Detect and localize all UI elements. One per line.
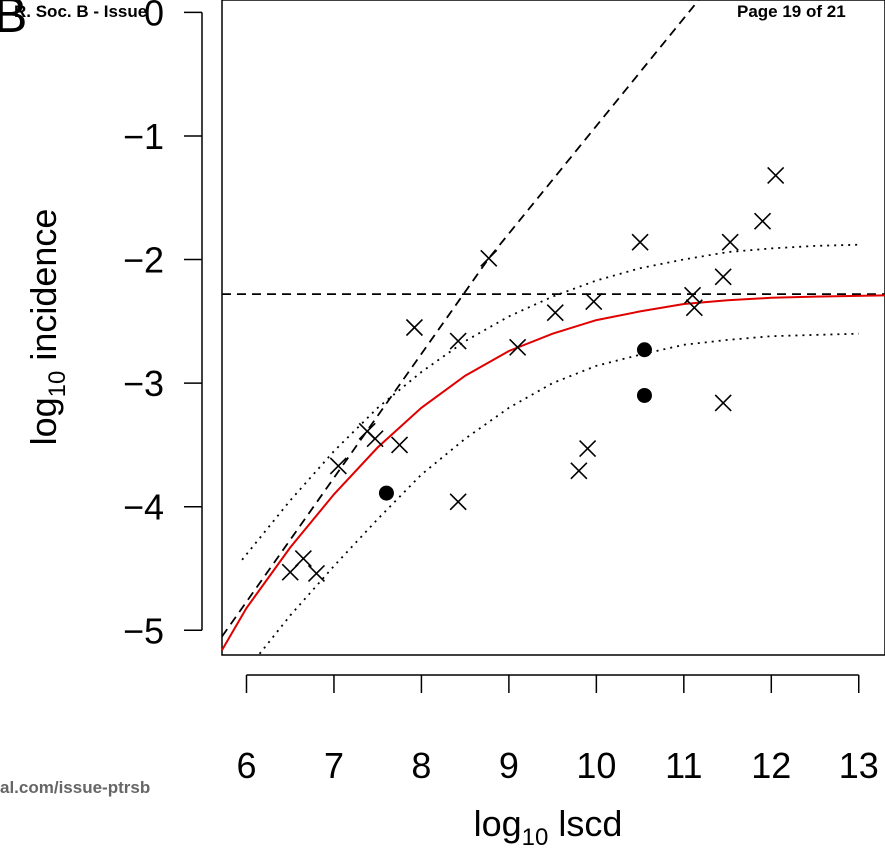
x-tick-label: 7 (324, 745, 344, 786)
panel-letter: B (0, 0, 28, 43)
x-axis-title: log10 lscd (474, 803, 623, 848)
cross-point (714, 394, 732, 412)
y-tick-label: −2 (123, 240, 164, 281)
y-tick-label: −1 (123, 116, 164, 157)
axes-layer: 6 7 8 9 10 11 12 13 0 −1 −2 −3 −4 −5 (123, 0, 879, 786)
y-tick-label: −5 (123, 610, 164, 651)
x-tick-label: 6 (236, 745, 256, 786)
x-tick-label: 10 (576, 745, 616, 786)
cross-point (281, 563, 299, 581)
lower-confidence-band (258, 332, 859, 655)
cross-point (546, 304, 564, 322)
cross-point (579, 440, 597, 458)
cross-point (390, 436, 409, 454)
cross-point (366, 430, 384, 448)
upper-confidence-band (241, 243, 859, 561)
footer-url: al.com/issue-ptrsb (0, 778, 151, 797)
cross-point (449, 493, 467, 511)
x-axis-title-sub: 10 (522, 824, 549, 848)
cross-point (509, 338, 527, 356)
filled-point (636, 342, 652, 358)
x-tick-label: 13 (839, 745, 879, 786)
cross-point (585, 292, 603, 311)
cross-point (329, 457, 347, 475)
x-axis-title-base: log (474, 803, 522, 844)
cross-point (631, 233, 649, 251)
y-axis-title-rest: incidence (23, 209, 64, 371)
diagonal-reference-line (221, 0, 700, 638)
y-tick-label: −3 (123, 363, 164, 404)
cross-point (307, 564, 326, 582)
cross-point (480, 249, 498, 267)
x-axis-title-rest: lscd (548, 803, 622, 844)
lines-layer (221, 0, 885, 655)
y-tick-label: −4 (123, 487, 164, 528)
x-tick-label: 11 (665, 745, 702, 786)
cross-point (721, 233, 739, 251)
cross-point (753, 212, 772, 230)
filled-point (636, 387, 652, 403)
points-layer (281, 166, 785, 582)
cross-point (714, 268, 732, 286)
cross-point (570, 462, 588, 480)
cross-point (294, 550, 312, 568)
x-tick-label: 12 (751, 745, 791, 786)
cross-point (685, 299, 703, 317)
y-tick-label: 0 (144, 0, 164, 33)
fitted-curve (221, 294, 885, 651)
journal-header-left: R. Soc. B - Issue (14, 2, 148, 21)
page-number: Page 19 of 21 (737, 2, 846, 21)
x-tick-label: 8 (411, 745, 431, 786)
plot-frame (221, 0, 885, 656)
filled-point (378, 485, 394, 501)
y-axis-title-sub: 10 (44, 371, 71, 398)
y-axis-title-base: log (23, 397, 64, 445)
cross-point (405, 318, 423, 337)
cross-point (449, 332, 467, 350)
x-tick-label: 9 (499, 745, 519, 786)
y-axis-title: log10 incidence (23, 209, 71, 446)
cross-point (767, 166, 785, 185)
